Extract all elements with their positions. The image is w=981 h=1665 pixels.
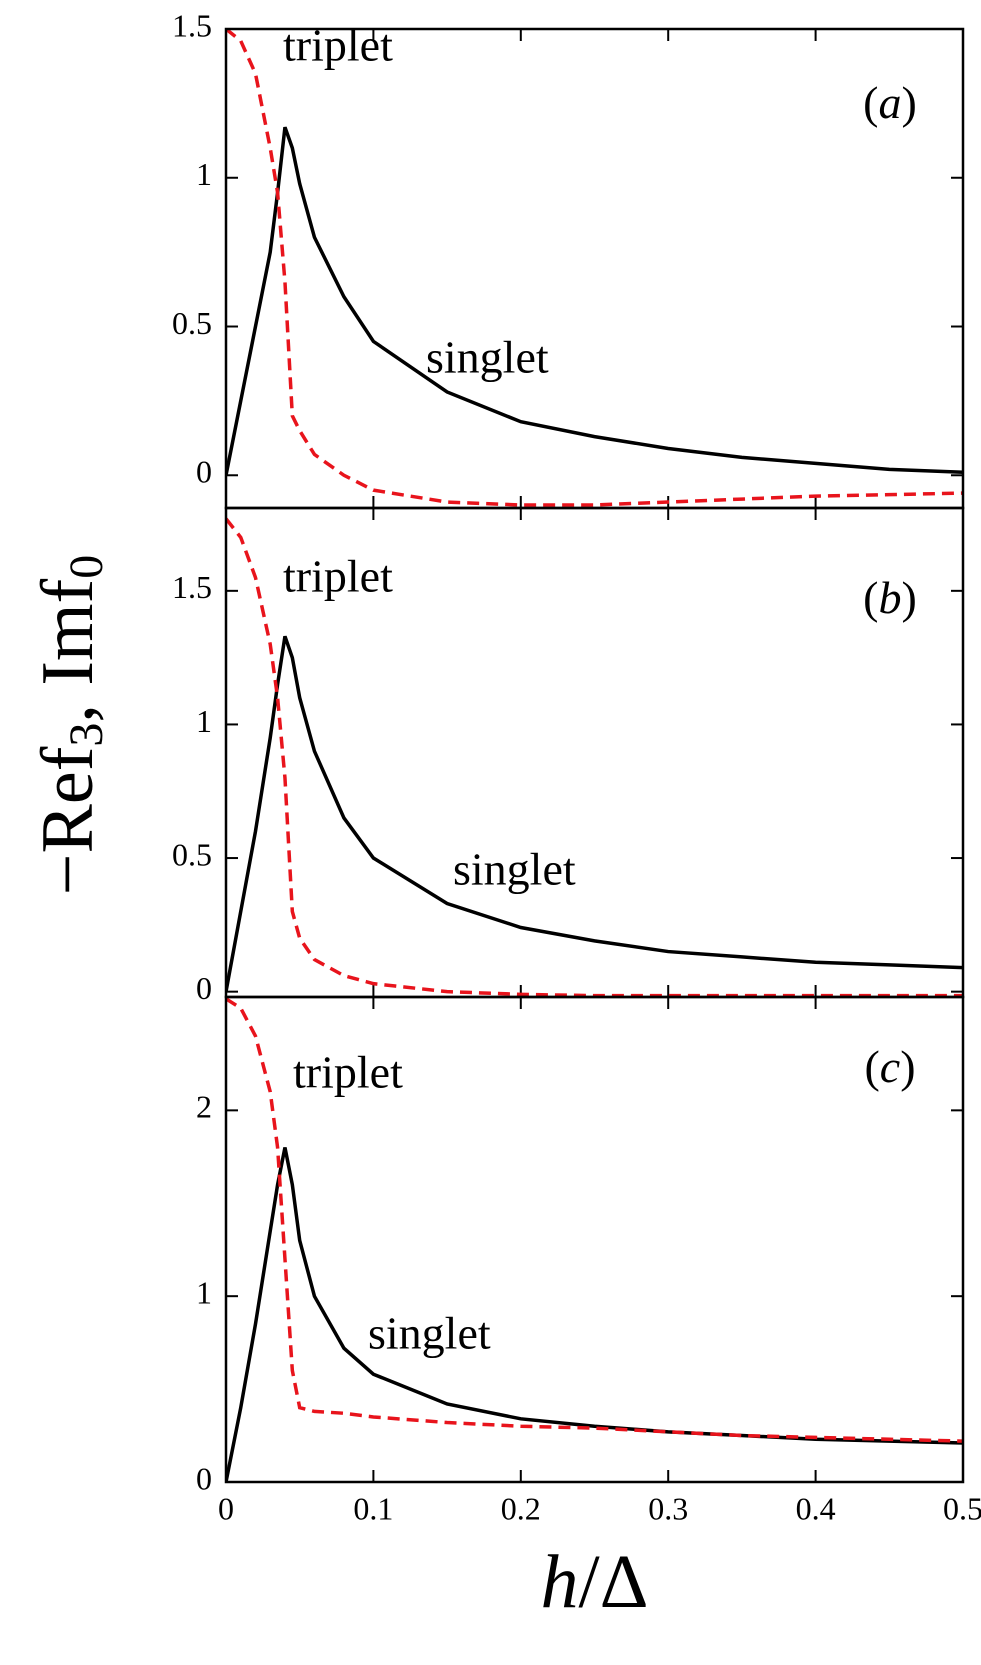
series-annotation: triplet xyxy=(293,1047,403,1098)
series-line xyxy=(226,126,963,476)
x-tick-label: 0.1 xyxy=(353,1490,393,1526)
panel-label-part: ) xyxy=(902,77,917,128)
panel-label-part: b xyxy=(879,572,902,623)
y-tick-label: 1.5 xyxy=(172,569,212,605)
x-axis-label-part: h xyxy=(541,1540,579,1624)
panel-label: (b) xyxy=(863,572,917,623)
y-tick-label: 1.5 xyxy=(172,7,212,43)
y-axis-label-part: −Ref xyxy=(27,746,109,895)
y-tick-label: 0 xyxy=(196,454,212,490)
panel-label-part: ) xyxy=(902,572,917,623)
y-tick-label: 0.5 xyxy=(172,836,212,872)
x-tick-label: 0 xyxy=(218,1490,234,1526)
x-axis-label: h/Δ xyxy=(541,1540,649,1624)
y-axis-label: −Ref3, Imf0 xyxy=(27,555,113,895)
series-annotation: singlet xyxy=(368,1308,491,1359)
y-axis-label-part: 3 xyxy=(60,723,113,747)
panel-label: (a) xyxy=(863,77,917,128)
y-tick-label: 0.5 xyxy=(172,305,212,341)
y-tick-label: 1 xyxy=(196,1275,212,1311)
series-annotation: singlet xyxy=(426,332,549,383)
y-axis-label-part: , Imf xyxy=(27,578,109,722)
x-tick-label: 0.4 xyxy=(796,1490,836,1526)
plot-frame xyxy=(224,995,965,1484)
panel-label-part: ) xyxy=(900,1041,915,1092)
series-line xyxy=(226,1147,963,1482)
x-tick-label: 0.2 xyxy=(501,1490,541,1526)
y-tick-label: 1 xyxy=(196,156,212,192)
panel-label-part: ( xyxy=(863,572,878,623)
series-annotation: singlet xyxy=(453,844,576,895)
series-line xyxy=(226,997,963,1443)
series-line xyxy=(226,29,963,507)
series-line xyxy=(226,635,963,992)
y-tick-label: 0 xyxy=(196,970,212,1006)
series-annotation: triplet xyxy=(283,551,393,602)
y-tick-label: 0 xyxy=(196,1460,212,1496)
series-annotation: triplet xyxy=(283,20,393,71)
panel-label-part: c xyxy=(880,1041,900,1092)
x-tick-label: 0.3 xyxy=(648,1490,688,1526)
panel-label: (c) xyxy=(864,1041,915,1092)
y-tick-label: 2 xyxy=(196,1089,212,1125)
y-axis-label-part: 0 xyxy=(60,555,113,579)
x-axis-label-part: /Δ xyxy=(579,1540,649,1624)
panel-label-part: a xyxy=(879,77,902,128)
y-tick-label: 1 xyxy=(196,703,212,739)
panel-label-part: ( xyxy=(863,77,878,128)
panel-label-part: ( xyxy=(864,1041,879,1092)
x-tick-label: 0.5 xyxy=(943,1490,981,1526)
series-line xyxy=(226,517,963,997)
